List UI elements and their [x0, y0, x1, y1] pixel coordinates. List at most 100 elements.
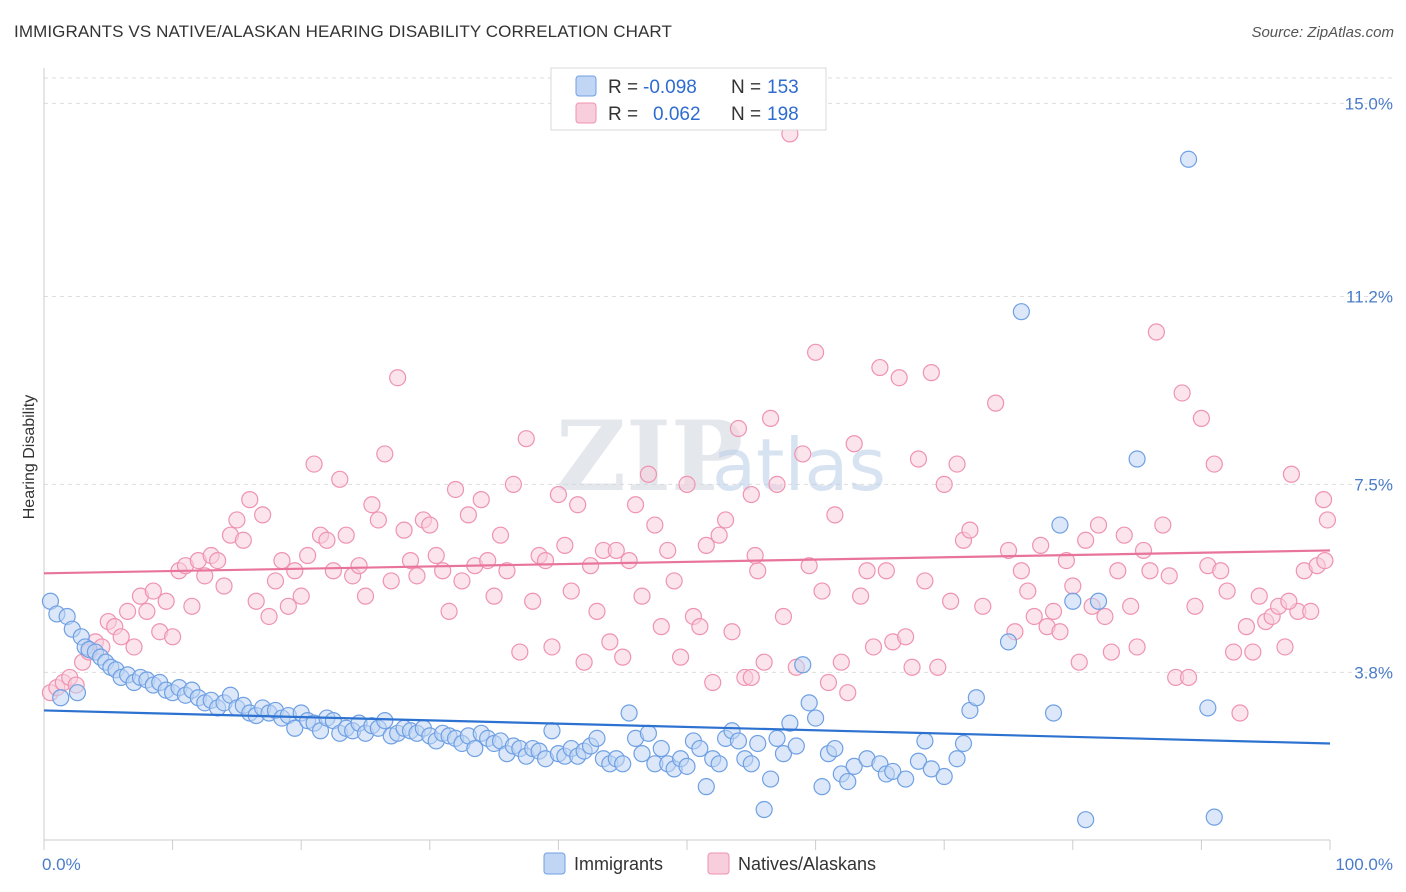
point-natives-92 [633, 587, 651, 605]
point-natives-156 [1064, 577, 1082, 595]
point-immigrants-102 [678, 757, 696, 775]
point-immigrants-137 [935, 767, 953, 786]
point-natives-48 [350, 557, 368, 575]
point-natives-96 [659, 541, 677, 560]
point-natives-200 [1280, 592, 1298, 610]
point-immigrants-118 [781, 714, 799, 732]
point-natives-18 [157, 592, 175, 610]
y-tick-label-1: 7.5% [1354, 475, 1393, 494]
point-natives-143 [961, 521, 979, 539]
legend-box [550, 67, 827, 131]
point-immigrants-125 [826, 739, 844, 758]
point-natives-83 [575, 653, 593, 671]
point-immigrants-149 [1128, 450, 1146, 468]
bottom-legend-swatch-natives [707, 852, 730, 875]
legend-n-value-natives: 198 [767, 104, 799, 125]
point-natives-175 [1186, 597, 1204, 615]
point-natives-104 [710, 526, 728, 544]
legend-swatch-natives [575, 102, 597, 124]
point-natives-124 [839, 684, 857, 702]
point-natives-184 [1244, 643, 1262, 661]
point-natives-59 [421, 516, 439, 534]
x-tick-max: 100.0% [1335, 855, 1393, 874]
point-immigrants-95 [633, 745, 651, 763]
point-natives-97 [665, 572, 683, 590]
point-natives-164 [1115, 526, 1133, 544]
point-natives-67 [472, 491, 490, 509]
point-natives-26 [209, 551, 227, 570]
point-immigrants-138 [948, 750, 966, 768]
point-immigrants-115 [761, 770, 780, 788]
point-natives-137 [922, 364, 940, 382]
point-immigrants-105 [697, 778, 715, 796]
point-natives-82 [569, 496, 587, 514]
point-natives-41 [305, 455, 323, 473]
point-natives-141 [948, 455, 966, 473]
point-natives-79 [549, 485, 568, 504]
x-tick-min: 0.0% [42, 855, 81, 874]
bottom-legend-immigrants: Immigrants [574, 854, 663, 874]
point-natives-94 [646, 516, 664, 534]
point-immigrants-69 [466, 739, 484, 758]
point-immigrants-144 [1044, 704, 1063, 722]
point-natives-89 [614, 648, 632, 666]
point-natives-126 [852, 587, 870, 605]
point-natives-27 [215, 577, 233, 595]
trend-line-natives [43, 549, 1331, 575]
point-immigrants-117 [774, 745, 793, 763]
point-natives-185 [1250, 587, 1268, 605]
point-immigrants-146 [1064, 592, 1082, 610]
point-natives-167 [1134, 541, 1153, 560]
point-natives-49 [356, 587, 375, 605]
trend-lines [43, 549, 1331, 745]
point-natives-157 [1070, 653, 1088, 671]
point-natives-148 [1012, 562, 1030, 580]
point-natives-103 [704, 673, 722, 692]
point-natives-11 [112, 628, 130, 646]
point-immigrants-127 [839, 772, 857, 791]
correlation-legend: R = -0.098 N = 153 R = 0.062 N = 198 [550, 67, 827, 131]
y-tick-labels: 3.8% 7.5% 11.2% 15.0% [1345, 94, 1393, 682]
point-natives-119 [806, 343, 825, 361]
point-immigrants-152 [1199, 699, 1217, 717]
point-immigrants-93 [620, 704, 638, 722]
point-immigrants-133 [897, 770, 915, 788]
point-natives-158 [1077, 531, 1095, 549]
chart-title: IMMIGRANTS VS NATIVE/ALASKAN HEARING DIS… [14, 22, 672, 41]
point-natives-44 [324, 562, 342, 580]
point-natives-52 [376, 445, 394, 463]
point-immigrants-141 [967, 689, 985, 707]
point-natives-62 [440, 602, 458, 621]
point-natives-128 [864, 638, 883, 656]
point-natives-178 [1205, 455, 1223, 473]
point-natives-85 [588, 602, 606, 621]
point-natives-40 [299, 546, 317, 565]
point-immigrants-119 [787, 737, 805, 755]
point-natives-31 [241, 491, 259, 509]
y-tick-label-3: 15.0% [1345, 94, 1393, 113]
legend-swatch-immigrants [575, 75, 597, 97]
point-natives-55 [395, 521, 413, 539]
legend-r-value-immigrants: -0.098 [643, 77, 697, 98]
point-immigrants-128 [845, 757, 863, 775]
point-natives-33 [254, 506, 272, 524]
point-natives-87 [601, 633, 619, 651]
watermark-zip: ZIP [556, 400, 743, 513]
point-immigrants-2 [52, 689, 70, 707]
point-immigrants-98 [652, 739, 670, 758]
point-natives-165 [1122, 597, 1140, 615]
point-natives-129 [871, 358, 889, 377]
point-natives-183 [1237, 618, 1256, 636]
point-natives-53 [382, 572, 400, 590]
point-natives-80 [556, 536, 574, 554]
point-natives-93 [639, 465, 658, 483]
point-natives-130 [877, 562, 895, 580]
point-natives-37 [279, 597, 297, 615]
point-natives-171 [1160, 567, 1178, 585]
point-immigrants-116 [768, 729, 786, 748]
point-immigrants-41 [286, 719, 304, 737]
series-legend: Immigrants Natives/Alaskans [543, 852, 876, 875]
point-immigrants-148 [1077, 811, 1095, 829]
point-natives-51 [369, 511, 387, 529]
legend-n-label-natives: N = [731, 104, 761, 125]
